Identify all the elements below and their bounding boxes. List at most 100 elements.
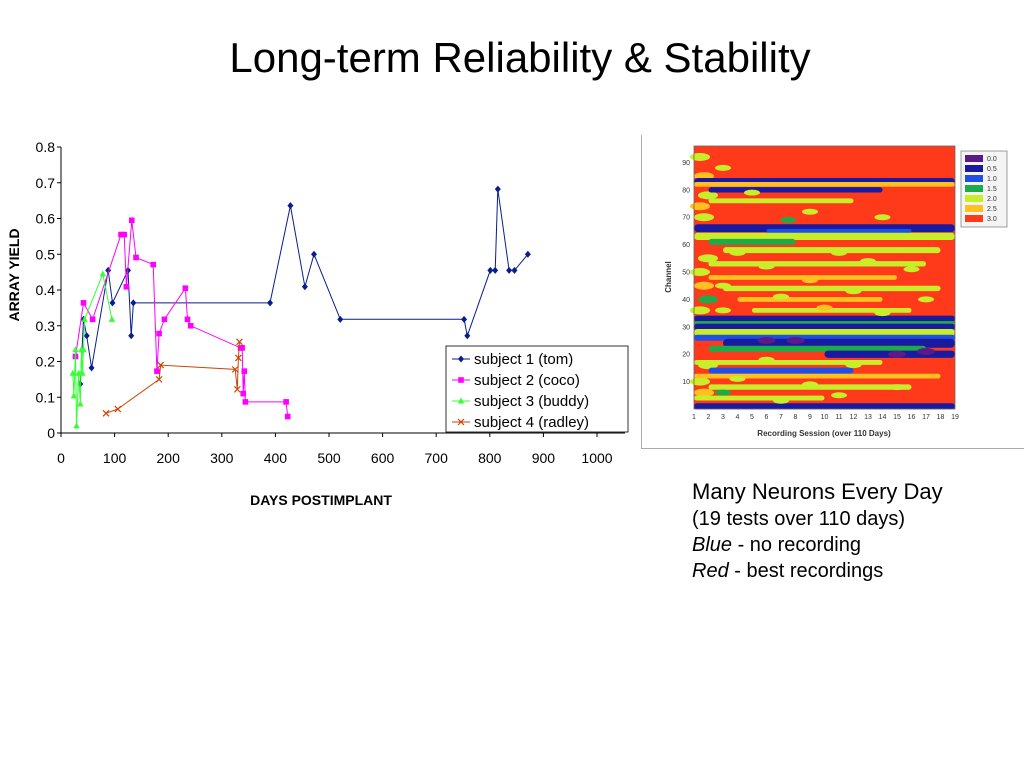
heatmap-x-tick: 12	[850, 414, 858, 421]
data-point	[337, 315, 344, 323]
data-point	[458, 355, 464, 363]
heatmap-x-tick: 19	[951, 414, 959, 421]
series-line	[79, 189, 529, 385]
data-point	[77, 400, 84, 407]
data-point	[457, 397, 465, 404]
heatmap-region	[773, 293, 789, 300]
heatmap-x-label: Recording Session (over 110 Days)	[757, 429, 891, 438]
heatmap-band	[723, 247, 941, 254]
heatmap-region	[860, 258, 876, 265]
heatmap-band	[694, 315, 955, 322]
y-tick-label: 0.2	[36, 354, 56, 370]
caption-red-word: Red	[692, 560, 729, 582]
heatmap-region	[874, 310, 891, 317]
y-tick-label: 0.7	[36, 175, 56, 191]
data-point	[310, 250, 317, 258]
heatmap-x-tick: 8	[794, 414, 798, 421]
data-point	[187, 322, 194, 329]
heatmap-region	[729, 375, 746, 382]
heatmap-region	[918, 296, 934, 303]
heatmap-band	[708, 367, 854, 374]
data-point	[234, 354, 242, 362]
data-point	[284, 413, 291, 420]
heatmap-x-tick: 9	[808, 414, 812, 421]
heatmap-y-tick: 90	[682, 160, 690, 167]
data-point	[524, 250, 531, 258]
heatmap-x-tick: 16	[908, 414, 916, 421]
data-point	[121, 231, 128, 238]
data-point	[231, 365, 239, 373]
heatmap-region	[694, 281, 714, 290]
heatmap-region	[690, 202, 710, 211]
heatmap-band	[694, 395, 825, 401]
heatmap-y-tick: 30	[682, 324, 690, 331]
heatmap-band	[708, 345, 926, 352]
heatmap-legend-label: 0.5	[987, 166, 997, 173]
heatmap-y-tick: 70	[682, 215, 690, 222]
x-tick-label: 600	[371, 450, 395, 466]
heatmap-region	[690, 152, 710, 161]
data-point	[72, 346, 79, 353]
heatmap-legend-label: 1.0	[987, 176, 997, 183]
heatmap-region	[889, 384, 905, 391]
data-point	[80, 346, 87, 353]
x-tick-label: 1000	[581, 450, 612, 466]
heatmap-region	[802, 381, 818, 388]
heatmap-y-label: Channel	[664, 261, 673, 293]
heatmap-legend-swatch	[965, 215, 983, 222]
heatmap-x-tick: 6	[765, 414, 769, 421]
heatmap-region	[874, 214, 891, 221]
heatmap-band	[708, 198, 854, 204]
heatmap-x-tick: 5	[750, 414, 754, 421]
heatmap-region	[816, 304, 833, 311]
heatmap-band	[694, 323, 955, 330]
heatmap-band	[694, 328, 955, 336]
heatmap-region	[729, 249, 746, 256]
heatmap-x-tick: 4	[736, 414, 740, 421]
legend-item: subject 1 (tom)	[452, 351, 573, 368]
heatmap-legend-label: 1.5	[987, 186, 997, 193]
x-tick-label: 100	[103, 450, 127, 466]
legend-item: subject 2 (coco)	[452, 372, 580, 389]
legend-item: subject 3 (buddy)	[452, 393, 589, 410]
heatmap-x-tick: 1	[692, 414, 696, 421]
heatmap-region	[903, 266, 920, 273]
data-point	[487, 266, 494, 274]
heatmap-band	[694, 373, 941, 379]
data-point	[287, 202, 294, 210]
heatmap-x-tick: 14	[879, 414, 887, 421]
data-point	[133, 254, 139, 261]
data-point	[130, 299, 137, 307]
heatmap-y-tick: 40	[682, 297, 690, 304]
data-point	[81, 315, 88, 322]
heatmap-legend-swatch	[965, 185, 983, 192]
heatmap-x-tick: 3	[721, 414, 725, 421]
heatmap-region	[831, 392, 847, 399]
y-tick-label: 0.6	[36, 211, 56, 227]
data-point	[233, 385, 241, 393]
heatmap-region	[698, 295, 718, 304]
slide-title: Long-term Reliability & Stability	[229, 34, 811, 81]
heatmap-x-tick: 15	[893, 414, 901, 421]
x-axis-title: DAYS POSTIMPLANT	[250, 492, 392, 508]
data-point	[157, 361, 165, 369]
y-tick-label: 0.5	[36, 246, 56, 262]
caption-heading: Many Neurons Every Day	[692, 479, 943, 504]
data-point	[161, 316, 168, 323]
heatmap-region	[690, 377, 710, 386]
legend-label: subject 1 (tom)	[474, 351, 573, 368]
data-point	[88, 364, 95, 372]
data-point	[458, 377, 464, 383]
heatmap-x-tick: 10	[821, 414, 829, 421]
legend-label: subject 2 (coco)	[474, 372, 580, 389]
heatmap-legend-swatch	[965, 155, 983, 162]
data-point	[301, 283, 308, 291]
heatmap-band	[752, 307, 912, 313]
heatmap-y-tick: 20	[682, 352, 690, 359]
caption-line-tests: (19 tests over 110 days)	[692, 508, 906, 530]
series-line	[72, 272, 113, 426]
chart-axes: 0 0.1 0.2 0.3 0.4 0.5 0.6 0.7 0.8 0 100 200 300 400 50…	[6, 139, 625, 508]
data-point	[128, 332, 135, 340]
heatmap-region	[780, 216, 797, 223]
